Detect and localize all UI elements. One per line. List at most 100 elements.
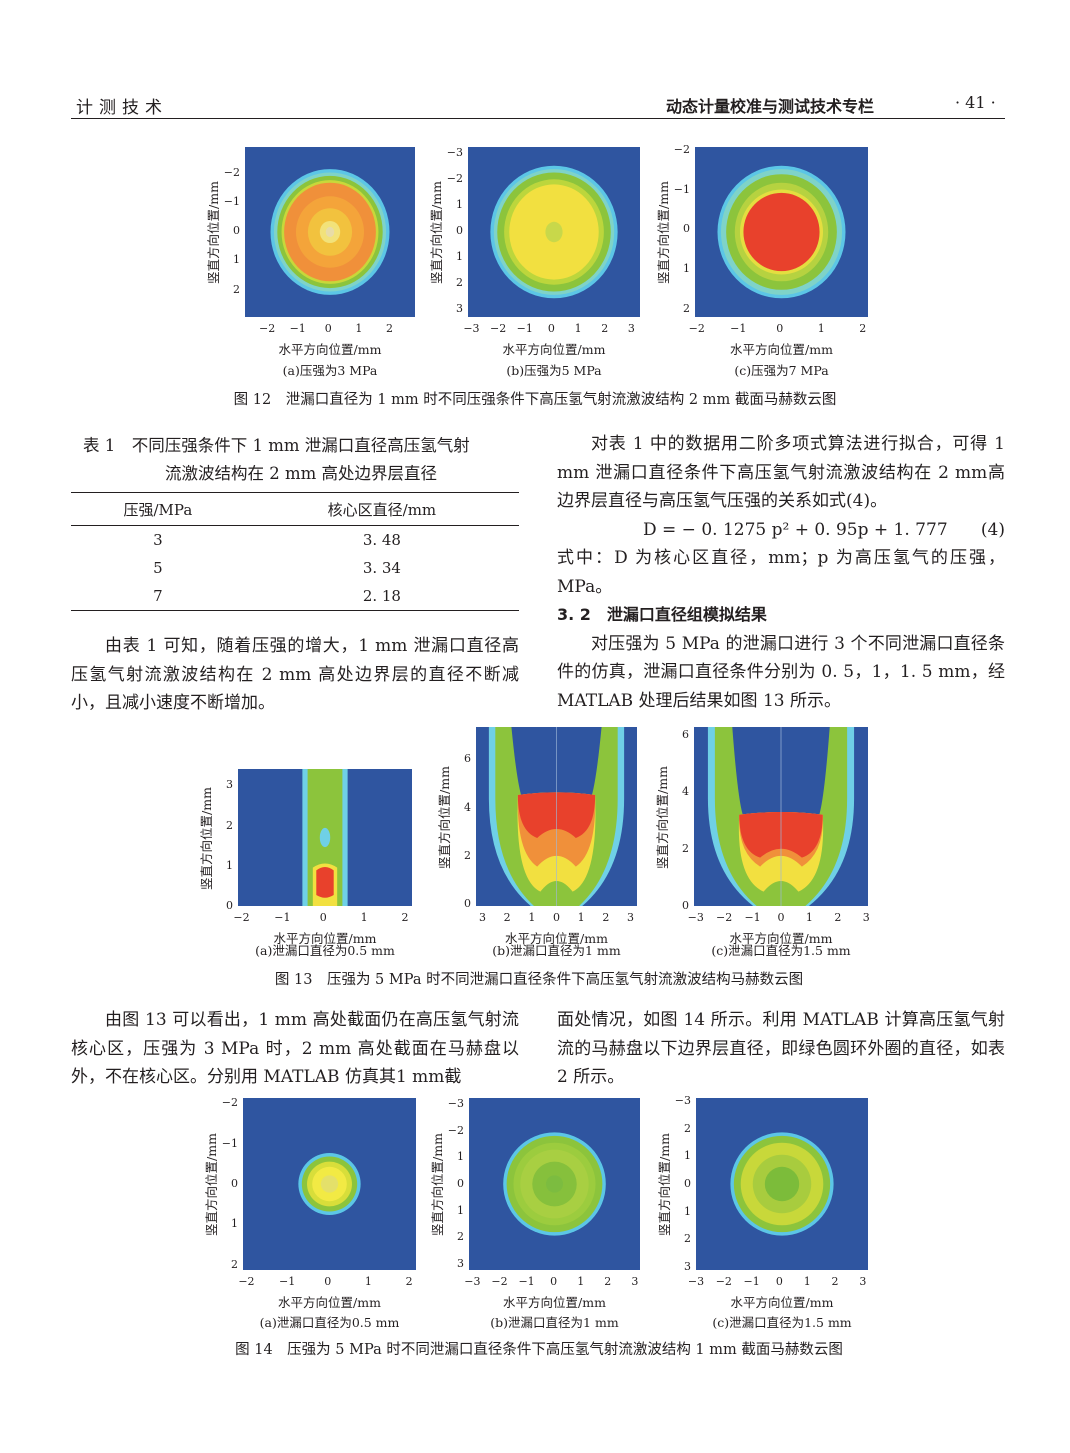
- fig12-panel-b-plot: [468, 147, 640, 317]
- x-tick-label: −1: [743, 1275, 760, 1288]
- x-tick-label: −2: [233, 911, 250, 924]
- y-tick-label: 0: [457, 1177, 464, 1190]
- y-tick-label: 1: [226, 858, 233, 872]
- x-tick-label: −2: [491, 1275, 508, 1288]
- x-tick-label: −1: [516, 322, 533, 335]
- x-tick-label: −2: [715, 1275, 732, 1288]
- x-tick-label: 3: [627, 322, 635, 335]
- header-rule: [71, 118, 1005, 119]
- mach-contour-ring: [320, 1175, 339, 1193]
- x-axis-label: 水平方向位置/mm: [729, 931, 833, 946]
- panel-caption: (b)泄漏口直径为1 mm: [490, 1315, 619, 1330]
- x-tick-label: −1: [279, 1275, 296, 1288]
- x-tick-label: 2: [831, 1275, 839, 1288]
- y-tick-label: −3: [447, 1097, 464, 1111]
- x-axis-label: 水平方向位置/mm: [503, 1295, 606, 1310]
- x-tick-label: 1: [355, 322, 363, 335]
- y-tick-label: 0: [682, 899, 689, 912]
- y-tick-label: 2: [231, 1257, 238, 1271]
- x-tick-label: 1: [817, 322, 825, 335]
- y-tick-label: 1: [684, 1149, 691, 1163]
- y-tick-label: −2: [447, 1123, 464, 1137]
- x-axis-label: 水平方向位置/mm: [273, 931, 377, 946]
- x-tick-label: 3: [862, 911, 870, 924]
- y-tick-label: 0: [456, 223, 463, 237]
- y-tick-label: −2: [673, 143, 690, 157]
- y-tick-label: 0: [233, 224, 240, 238]
- panel-caption: (a)泄漏口直径为0.5 mm: [255, 943, 395, 958]
- x-tick-label: 1: [528, 911, 536, 924]
- y-tick-label: 3: [226, 778, 233, 792]
- x-tick-label: 1: [803, 1275, 811, 1288]
- y-tick-label: −1: [221, 1136, 238, 1150]
- x-tick-label: 2: [405, 1275, 413, 1288]
- fig12-panel-c-plot: [695, 147, 868, 317]
- x-tick-label: 2: [604, 1275, 612, 1288]
- x-tick-label: 0: [324, 322, 332, 335]
- table-title: 表 1 不同压强条件下 1 mm 泄漏口直径高压氢气射 流激波结构在 2 mm …: [71, 432, 519, 488]
- x-tick-label: 0: [319, 911, 327, 924]
- paragraph: 面处情况，如图 14 所示。利用 MATLAB 计算高压氢气射流的马赫盘以下边界…: [557, 1010, 1005, 1087]
- y-tick-label: 1: [684, 1204, 691, 1218]
- fig14-panel-c-plot: [696, 1098, 868, 1270]
- x-tick-label: −2: [238, 1275, 255, 1288]
- y-tick-label: 1: [456, 249, 463, 263]
- x-tick-label: 2: [602, 911, 610, 924]
- table-title-line-1: 表 1 不同压强条件下 1 mm 泄漏口直径高压氢气射: [83, 436, 470, 455]
- x-tick-label: 0: [776, 322, 784, 335]
- y-tick-label: 3: [457, 1256, 464, 1270]
- fig13-panel-c-plot: [694, 727, 868, 906]
- x-tick-label: 1: [577, 1275, 585, 1288]
- x-tick-label: 2: [859, 322, 867, 335]
- y-axis-label: 竖直方向位置/mm: [204, 1133, 219, 1236]
- y-axis-label: 竖直方向位置/mm: [429, 181, 444, 284]
- y-tick-label: 0: [226, 899, 233, 912]
- mach-contour-ring: [743, 192, 820, 272]
- y-tick-label: −2: [223, 165, 240, 179]
- mach-contour-ring: [764, 1166, 800, 1202]
- x-tick-label: 0: [777, 911, 785, 924]
- y-tick-label: 2: [456, 275, 463, 289]
- y-tick-label: 4: [682, 785, 689, 799]
- fig13-panel-a-plot: [238, 769, 412, 906]
- equation-text: D = − 0. 1275 p² + 0. 95p + 1. 777: [643, 519, 948, 540]
- figure-12-caption: 图 12 泄漏口直径为 1 mm 时不同压强条件下高压氢气射流激波结构 2 mm…: [233, 392, 837, 408]
- figure-14-caption: 图 14 压强为 5 MPa 时不同泄漏口直径条件下高压氢气射流激波结构 1 m…: [235, 1342, 843, 1358]
- y-tick-label: 6: [464, 752, 471, 766]
- journal-name: 计测技术: [76, 98, 168, 118]
- mach-contour-ring: [545, 1175, 564, 1193]
- y-tick-label: 1: [233, 253, 240, 267]
- y-tick-label: 3: [684, 1259, 691, 1273]
- panel-caption: (b)泄漏口直径为1 mm: [492, 943, 621, 958]
- x-tick-label: −2: [716, 911, 733, 924]
- x-tick-label: −2: [688, 322, 705, 335]
- y-tick-label: −1: [673, 182, 690, 196]
- jet-core: [316, 866, 334, 898]
- cell: 3. 34: [362, 559, 401, 577]
- y-tick-label: 0: [231, 1177, 238, 1190]
- x-tick-label: 2: [401, 911, 409, 924]
- table-header-diameter: 核心区直径/mm: [244, 492, 519, 526]
- x-tick-label: 0: [775, 1275, 783, 1288]
- fig13-panel-b-plot: [476, 727, 637, 906]
- x-tick-label: −1: [274, 911, 291, 924]
- y-tick-label: 6: [682, 728, 689, 742]
- x-tick-label: 0: [553, 911, 560, 924]
- x-tick-label: −1: [744, 911, 761, 924]
- panel-caption: (b)压强为5 MPa: [506, 363, 602, 378]
- paragraph: 对表 1 中的数据用二阶多项式算法进行拟合，可得 1 mm 泄漏口直径条件下高压…: [557, 434, 1005, 511]
- x-tick-label: 1: [574, 322, 582, 335]
- y-tick-label: 2: [683, 301, 690, 315]
- y-tick-label: 2: [684, 1232, 691, 1246]
- x-tick-label: −1: [289, 322, 306, 335]
- equation-4: D = − 0. 1275 p² + 0. 95p + 1. 777 (4): [557, 516, 1005, 545]
- mach-contour-ring: [545, 221, 563, 243]
- x-tick-label: 0: [550, 1275, 558, 1288]
- table-row: 5 3. 34: [71, 554, 519, 582]
- x-tick-label: −3: [687, 1275, 705, 1288]
- x-tick-label: 3: [627, 911, 635, 924]
- x-tick-label: 3: [631, 1275, 639, 1288]
- x-tick-label: −2: [489, 322, 507, 335]
- y-axis-label: 竖直方向位置/mm: [657, 1133, 672, 1236]
- x-axis-label: 水平方向位置/mm: [505, 931, 608, 946]
